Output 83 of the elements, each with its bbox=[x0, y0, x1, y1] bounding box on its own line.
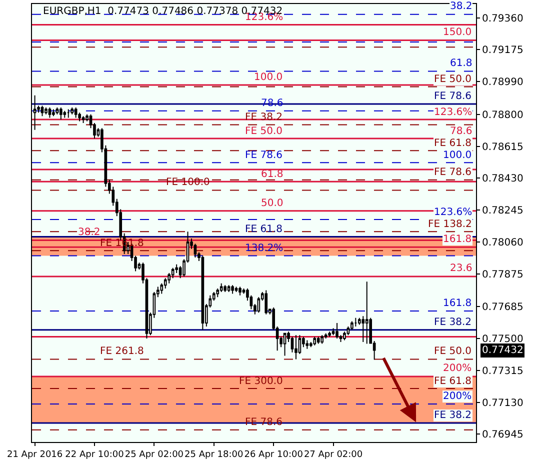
candlestick bbox=[201, 255, 204, 330]
candlestick bbox=[60, 106, 62, 120]
candlestick bbox=[82, 116, 85, 124]
x-tick-label: 22 Apr 10:00 bbox=[65, 450, 124, 460]
candlestick bbox=[40, 105, 44, 117]
candlestick bbox=[70, 106, 74, 115]
candlestick bbox=[48, 106, 52, 118]
candlestick bbox=[224, 284, 226, 292]
annotation: 200% bbox=[443, 363, 472, 374]
y-tick-label: 0.78990 bbox=[482, 77, 524, 88]
candlestick bbox=[74, 106, 78, 118]
annotation: 23.6 bbox=[450, 263, 472, 274]
y-tick-label: 0.76945 bbox=[482, 430, 524, 441]
candlestick bbox=[264, 290, 268, 315]
annotation: 38.2 bbox=[78, 227, 100, 238]
annotation: FE 78.6 bbox=[245, 417, 283, 428]
candlestick bbox=[316, 336, 320, 344]
annotation: 50.0 bbox=[261, 198, 284, 209]
annotation: 61.8 bbox=[261, 169, 284, 180]
annotation: 38.2 bbox=[450, 1, 472, 12]
annotation: FE 50.0 bbox=[245, 126, 283, 137]
text: 0.77432 bbox=[482, 345, 524, 356]
candlestick bbox=[354, 317, 358, 327]
candlestick bbox=[298, 334, 302, 355]
candlestick bbox=[313, 336, 316, 346]
y-tick-label: 0.78245 bbox=[482, 206, 524, 217]
candlestick bbox=[328, 331, 331, 338]
candlestick bbox=[294, 334, 298, 360]
annotation: 78.6 bbox=[450, 126, 472, 137]
annotation: FE 61.8 bbox=[434, 138, 472, 149]
annotation: 150.0 bbox=[443, 27, 472, 38]
y-tick-label: 0.79360 bbox=[482, 13, 524, 24]
annotation: FE 261.8 bbox=[100, 346, 144, 357]
candlestick bbox=[324, 332, 328, 340]
candlestick bbox=[234, 286, 238, 292]
y-tick-label: 0.78430 bbox=[482, 174, 524, 185]
annotation: 61.8 bbox=[450, 58, 472, 69]
annotation: FE 61.8 bbox=[434, 376, 472, 387]
candlestick bbox=[309, 341, 312, 348]
x-tick-label: 21 Apr 2016 bbox=[6, 450, 63, 460]
candlestick bbox=[365, 281, 368, 344]
y-tick-label: 0.78615 bbox=[482, 142, 524, 153]
annotation: FE 38.2 bbox=[434, 317, 472, 328]
candlestick bbox=[66, 108, 70, 118]
candlestick bbox=[63, 110, 66, 118]
annotation: 100.0 bbox=[254, 72, 283, 83]
annotation: FE 78.6 bbox=[434, 167, 472, 178]
annotation: FE 50.0 bbox=[434, 346, 472, 357]
candlestick bbox=[44, 106, 48, 115]
y-tick-label: 0.77685 bbox=[482, 302, 524, 314]
annotation: 123.6% bbox=[434, 107, 472, 118]
annotation: 138.2% bbox=[245, 243, 284, 254]
candlestick bbox=[336, 322, 338, 340]
candlestick bbox=[231, 284, 234, 294]
y-tick-label: 0.77875 bbox=[482, 269, 524, 280]
x-tick-label: 27 Apr 02:00 bbox=[304, 450, 363, 460]
annotation: 161.8 bbox=[443, 234, 472, 245]
y-tick-label: 0.79175 bbox=[482, 45, 524, 56]
x-tick-label: 25 Apr 18:00 bbox=[184, 450, 244, 460]
candlestick bbox=[52, 108, 55, 117]
candlestick bbox=[320, 334, 324, 344]
y-tick-label: 0.78060 bbox=[482, 237, 524, 248]
y-tick-label: 0.78800 bbox=[482, 110, 524, 121]
annotation: FE 38.2 bbox=[434, 410, 472, 421]
annotation: FE 300.0 bbox=[239, 376, 283, 387]
candlestick bbox=[238, 286, 242, 296]
annotation: 200% bbox=[443, 391, 472, 402]
y-tick-label: 0.77500 bbox=[482, 334, 524, 346]
annotation: 161.8 bbox=[443, 298, 472, 309]
x-tick-label: 26 Apr 10:00 bbox=[244, 450, 304, 460]
annotation: FE 50.0 bbox=[434, 74, 472, 85]
y-tick-label: 0.77130 bbox=[482, 398, 524, 409]
annotation: 100.0 bbox=[443, 150, 472, 161]
annotation: FE 138.2 bbox=[428, 219, 472, 230]
candlestick bbox=[175, 264, 178, 274]
candlestick bbox=[306, 340, 309, 350]
x-tick-label: 25 Apr 02:00 bbox=[124, 450, 184, 460]
candlestick bbox=[227, 284, 230, 292]
annotation: FE 78.6 bbox=[434, 91, 472, 102]
y-tick-label: 0.77315 bbox=[482, 366, 524, 377]
candlestick bbox=[283, 332, 286, 356]
annotation: 123.6% bbox=[434, 207, 472, 218]
annotation: FE 78.6 bbox=[245, 150, 283, 161]
